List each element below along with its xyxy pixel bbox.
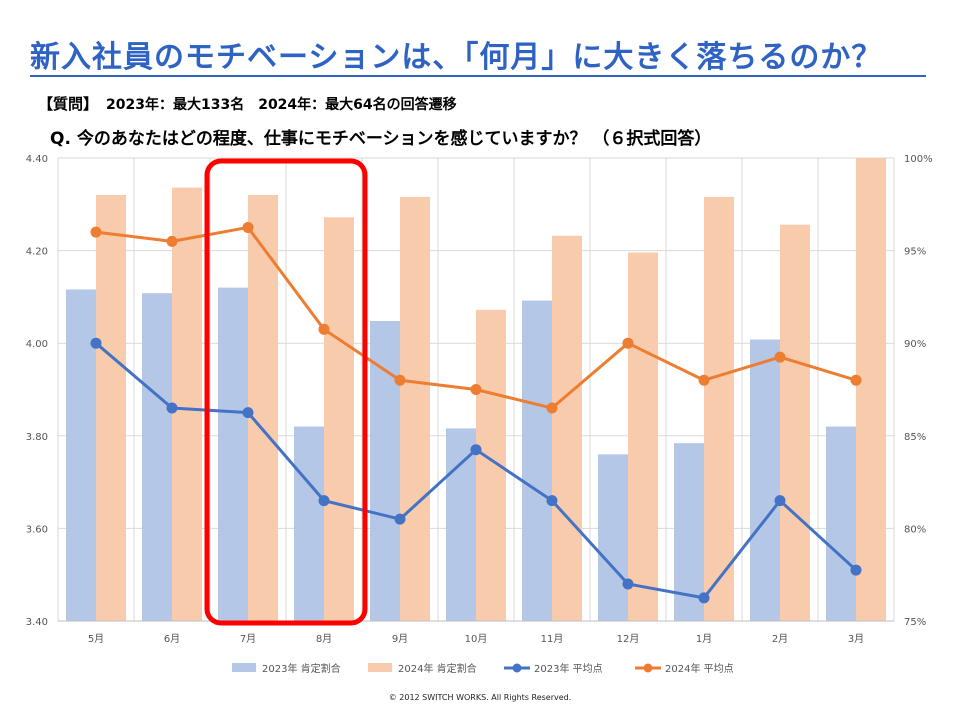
bar-2024	[172, 187, 202, 621]
bar-2024	[704, 196, 734, 621]
y-left-tick-label: 3.40	[26, 617, 48, 628]
x-tick-label: 8月	[316, 633, 332, 645]
y-left-tick-label: 4.40	[26, 154, 48, 165]
bar-2023	[674, 443, 704, 621]
x-tick-label: 5月	[88, 633, 104, 645]
data-point-2023	[242, 407, 254, 419]
bar-2023	[66, 289, 96, 621]
data-point-2024	[622, 337, 634, 349]
legend-swatch	[368, 663, 392, 672]
bar-2024	[856, 158, 886, 621]
data-point-2024	[850, 374, 862, 386]
legend-label: 2024年 肯定割合	[398, 662, 477, 675]
page-title: 新入社員のモチベーションは、「何月」に大きく落ちるのか？	[30, 40, 883, 75]
data-point-2024	[242, 221, 254, 233]
y-right-tick-label: 75%	[904, 617, 926, 628]
bar-2023	[750, 339, 780, 621]
y-right-tick-label: 85%	[904, 432, 926, 443]
question-meta-text: 2023年：最大133名 2024年：最大64名の回答遷移	[106, 97, 457, 113]
bar-2024	[96, 195, 126, 622]
title-underline	[30, 75, 926, 77]
data-point-2024	[90, 226, 102, 238]
data-point-2023	[622, 578, 634, 590]
legend-swatch-marker	[643, 663, 653, 673]
bar-2023	[370, 320, 400, 621]
data-point-2024	[774, 351, 786, 363]
x-tick-label: 7月	[240, 633, 256, 645]
bar-2024	[248, 195, 278, 622]
bar-2024	[628, 252, 658, 621]
legend-label: 2023年 肯定割合	[262, 662, 341, 675]
y-left-tick-label: 3.80	[26, 432, 48, 443]
data-point-2024	[470, 384, 482, 395]
data-point-2023	[774, 495, 786, 507]
bar-2023	[218, 287, 248, 621]
data-point-2024	[546, 402, 558, 414]
data-point-2024	[166, 235, 178, 247]
question-tag: 【質問】	[38, 95, 99, 113]
data-point-2023	[698, 592, 710, 604]
data-point-2023	[546, 495, 558, 507]
x-tick-label: 3月	[848, 633, 864, 645]
y-left-tick-label: 4.00	[26, 339, 48, 350]
data-point-2023	[394, 513, 406, 525]
y-left-tick-label: 4.20	[26, 247, 48, 258]
x-tick-label: 1月	[696, 633, 712, 645]
data-point-2023	[470, 444, 482, 456]
legend-label: 2023年 平均点	[534, 662, 603, 675]
x-tick-label: 2月	[772, 633, 788, 645]
legend-swatch	[232, 663, 256, 672]
y-right-tick-label: 80%	[904, 524, 926, 535]
legend-label: 2024年 平均点	[665, 662, 734, 675]
y-right-tick-label: 100%	[904, 154, 933, 165]
x-tick-label: 11月	[541, 633, 564, 645]
y-right-tick-label: 90%	[904, 339, 926, 350]
bar-2024	[780, 224, 810, 621]
x-tick-label: 6月	[164, 633, 180, 645]
data-point-2024	[394, 374, 406, 386]
bar-2023	[522, 300, 552, 621]
question-meta: 【質問】 2023年：最大133名 2024年：最大64名の回答遷移	[38, 93, 457, 114]
data-point-2023	[166, 402, 178, 414]
data-point-2024	[698, 374, 710, 386]
x-tick-label: 9月	[392, 633, 408, 645]
bar-2023	[446, 428, 476, 621]
highlight-box	[204, 158, 368, 626]
bar-2023	[826, 426, 856, 621]
bar-2024	[400, 196, 430, 621]
data-point-2023	[90, 337, 102, 349]
data-point-2023	[318, 495, 330, 507]
data-point-2023	[850, 564, 862, 576]
bar-2024	[552, 235, 582, 621]
x-tick-label: 12月	[617, 633, 640, 645]
data-point-2024	[318, 323, 330, 335]
copyright: © 2012 SWITCH WORKS. All Rights Reserved…	[388, 693, 572, 702]
question-text: Q. 今のあなたはどの程度、仕事にモチベーションを感じていますか？ （６択式回答…	[50, 129, 712, 149]
bar-2023	[294, 426, 324, 621]
bar-2023	[598, 454, 628, 621]
bar-2023	[142, 293, 172, 621]
legend-swatch-marker	[512, 663, 522, 673]
x-tick-label: 10月	[465, 633, 488, 645]
bar-2024	[324, 217, 354, 621]
y-left-tick-label: 3.60	[26, 524, 48, 535]
y-right-tick-label: 95%	[904, 247, 926, 258]
